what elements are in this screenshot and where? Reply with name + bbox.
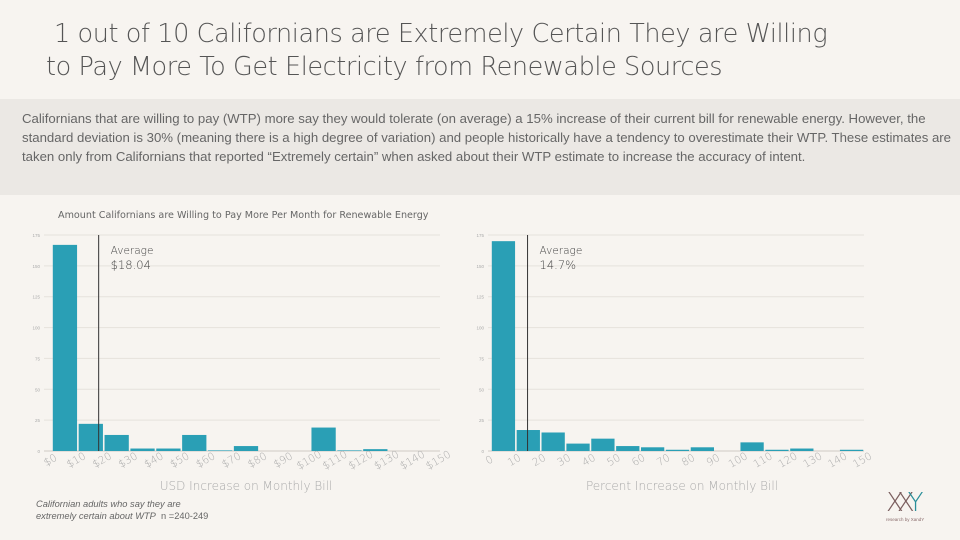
x-tick-label: 50 [605,452,623,469]
logo-tagline: research by XandY [886,517,925,522]
average-label: Average [111,245,154,257]
histogram-bar [790,448,814,451]
x-tick-label: $70 [220,450,243,470]
histogram-bar [52,244,78,451]
y-tick-label: 175 [476,233,484,238]
logo-x-2: X [896,488,915,518]
y-tick-label: 50 [35,387,41,392]
x-tick-label: $20 [91,450,114,470]
x-tick-label: $40 [142,450,165,470]
logo-mark: XXY [886,488,924,518]
y-tick-label: 75 [479,356,485,361]
y-tick-label: 100 [476,326,484,331]
x-axis-label: USD Increase on Monthly Bill [160,479,333,493]
histogram-bar [516,430,540,451]
x-tick-label: $120 [346,449,375,473]
histogram-bar [641,447,665,451]
x-tick-label: 40 [580,452,598,469]
y-tick-label: 150 [476,264,484,269]
y-tick-label: 0 [37,449,40,454]
average-value: $18.04 [111,258,151,272]
histogram-bar [78,423,103,451]
average-value: 14.7% [540,258,577,272]
chart-title: Amount Californians are Willing to Pay M… [58,210,429,221]
x-tick-label: 10 [506,452,524,469]
histogram-bar [740,442,764,451]
x-tick-label: $10 [65,450,88,470]
x-tick-label: $90 [272,450,295,470]
y-tick-label: 125 [476,295,484,300]
title-line-2: to Pay More To Get Electricity from Rene… [46,52,723,82]
sample-size: n =240-249 [161,511,209,521]
histogram-bar [765,449,789,451]
footnote: Californian adults who say they are extr… [36,498,208,522]
histogram-bar [665,449,690,451]
x-tick-label: $100 [295,449,324,473]
histogram-bar [337,450,362,451]
x-tick-label: 120 [776,450,799,470]
histogram-bar [233,446,259,451]
y-tick-label: 25 [479,418,485,423]
logo-x: X [886,488,904,518]
x-tick-label: $130 [372,449,401,473]
histogram-bar [130,448,155,451]
y-tick-label: 150 [32,264,40,269]
average-label: Average [540,245,583,257]
footnote-line-2: extremely certain about WTP [36,511,156,521]
logo-y: Y [907,488,924,518]
description-text: Californians that are willing to pay (WT… [22,111,952,164]
x-tick-label: 70 [655,452,673,469]
x-tick-label: 30 [555,452,573,469]
x-tick-label: 140 [826,450,849,470]
y-tick-label: 175 [32,233,40,238]
x-tick-label: 110 [751,450,774,470]
x-tick-label: 20 [530,452,548,469]
page-title: 1 out of 10 Californians are Extremely C… [46,18,926,84]
x-tick-label: 80 [680,452,698,469]
y-tick-label: 0 [481,449,484,454]
x-tick-label: 150 [851,450,874,470]
y-tick-label: 100 [32,326,40,331]
histogram-bar [104,434,129,451]
histogram-bar [156,448,181,451]
y-tick-label: 125 [32,295,40,300]
y-tick-label: 25 [35,418,41,423]
histogram-bar [839,449,864,451]
footnote-line-1: Californian adults who say they are [36,499,181,509]
x-axis-label: Percent Increase on Monthly Bill [586,479,778,493]
histogram-bar [616,446,640,451]
histogram-bar [311,427,336,451]
title-line-1: 1 out of 10 Californians are Extremely C… [54,19,828,49]
histogram-bar [591,438,615,451]
x-tick-label: 90 [705,452,723,469]
x-tick-label: $80 [246,450,269,470]
y-tick-label: 50 [479,387,485,392]
histogram-bar [182,434,207,451]
x-tick-label: 130 [801,450,824,470]
x-tick-label: $0 [42,452,60,469]
x-tick-label: $110 [320,449,349,473]
description-band: Californians that are willing to pay (WT… [0,99,960,195]
histogram-bar [541,432,565,451]
x-tick-label: $140 [398,449,427,473]
histogram-bar [491,241,516,451]
histogram-bar [690,447,714,451]
y-tick-label: 75 [35,356,41,361]
x-tick-label: $150 [424,449,453,473]
x-tick-label: 0 [484,454,496,468]
x-tick-label: $50 [168,450,191,470]
histogram-bar [566,443,590,451]
x-tick-label: 100 [726,450,749,470]
x-tick-label: $30 [116,450,139,470]
histogram-bar [208,450,233,451]
x-tick-label: 60 [630,452,648,469]
x-tick-label: $60 [194,450,217,470]
histogram-bar [363,449,388,451]
xandy-logo: XXY research by XandY [884,488,934,528]
